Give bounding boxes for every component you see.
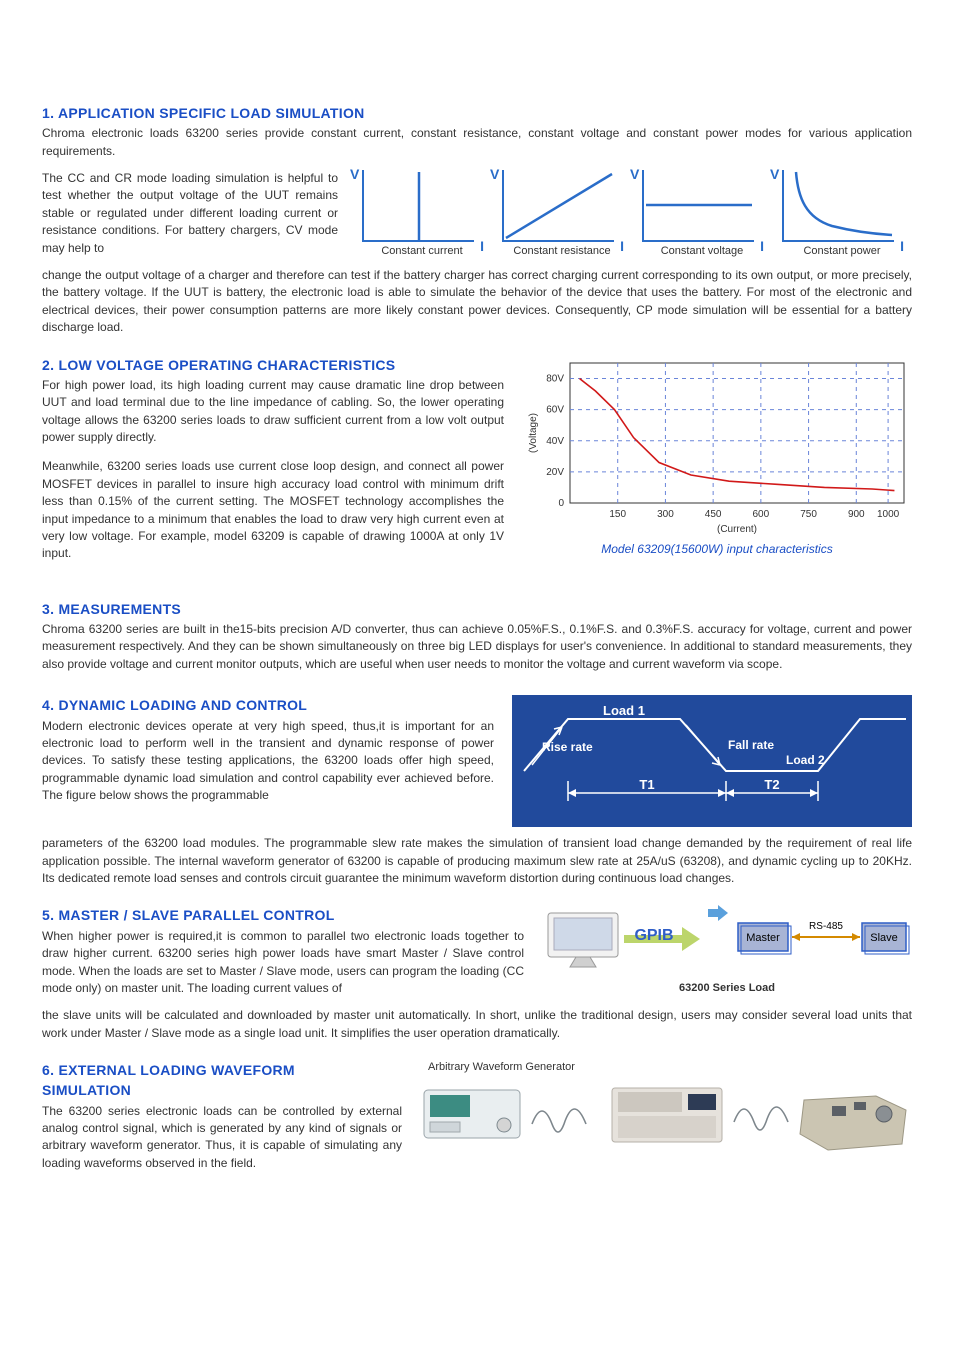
sec1-p2b: change the output voltage of a charger a…: [42, 267, 912, 337]
mode-graphs: VIConstant currentVIConstant resistanceV…: [352, 170, 912, 260]
dynamic-load-figure: Load 1Rise rateFall rateLoad 2T1T2: [512, 695, 912, 827]
svg-text:Slave: Slave: [870, 932, 898, 944]
svg-text:300: 300: [657, 509, 674, 520]
master-slave-figure: GPIB Master RS-485 Slave 63200 Series Load: [542, 905, 912, 997]
svg-text:T1: T1: [639, 777, 654, 792]
svg-text:Load 1: Load 1: [603, 703, 645, 718]
awg-figure: Arbitrary Waveform Generator: [412, 1060, 912, 1158]
input-characteristics-chart: 0 20V 40V 60V 80V 150 300 450 600 750 900 1000 (Curr…: [522, 355, 912, 558]
svg-text:450: 450: [705, 509, 722, 520]
sec1-p1: Chroma electronic loads 63200 series pro…: [42, 125, 912, 160]
svg-text:Load 2: Load 2: [786, 753, 825, 767]
svg-text:GPIB: GPIB: [634, 927, 673, 944]
svg-text:40V: 40V: [546, 435, 564, 446]
sec3-head: 3. MEASUREMENTS: [42, 599, 912, 619]
svg-text:(Current): (Current): [717, 524, 757, 535]
svg-text:60V: 60V: [546, 404, 564, 415]
ms-caption: 63200 Series Load: [542, 981, 912, 997]
svg-text:Master: Master: [746, 932, 780, 944]
sec4-pb: parameters of the 63200 load modules. Th…: [42, 835, 912, 887]
iv-chart-caption: Model 63209(15600W) input characteristic…: [522, 541, 912, 558]
svg-text:80V: 80V: [546, 373, 564, 384]
svg-text:(Voltage): (Voltage): [528, 413, 539, 453]
svg-text:20V: 20V: [546, 466, 564, 477]
svg-text:Fall rate: Fall rate: [728, 738, 774, 752]
sec5-pb: the slave units will be calculated and d…: [42, 1007, 912, 1042]
svg-text:750: 750: [800, 509, 817, 520]
sec3-p: Chroma 63200 series are built in the15-b…: [42, 621, 912, 673]
svg-text:600: 600: [753, 509, 770, 520]
svg-text:RS-485: RS-485: [809, 921, 843, 932]
awg-caption: Arbitrary Waveform Generator: [412, 1060, 912, 1076]
svg-text:1000: 1000: [877, 509, 900, 520]
sec6-head: 6. EXTERNAL LOADING WAVEFORM SIMULATION: [42, 1060, 342, 1101]
svg-text:T2: T2: [764, 777, 779, 792]
svg-text:0: 0: [558, 498, 564, 509]
svg-text:900: 900: [848, 509, 865, 520]
svg-text:150: 150: [609, 509, 626, 520]
sec1-head: 1. APPLICATION SPECIFIC LOAD SIMULATION: [42, 103, 912, 123]
